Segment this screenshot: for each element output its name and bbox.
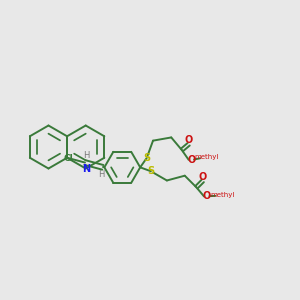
Text: methyl: methyl [194,154,219,160]
Text: Cl: Cl [64,154,74,163]
Text: O: O [184,135,193,146]
Text: H: H [98,169,105,178]
Text: S: S [147,166,155,176]
Text: methyl: methyl [210,192,235,198]
Text: O: O [188,155,196,165]
Text: H: H [83,152,90,160]
Text: O: O [203,191,211,202]
Text: N: N [82,164,90,173]
Text: O: O [199,172,207,182]
Text: S: S [143,153,150,163]
